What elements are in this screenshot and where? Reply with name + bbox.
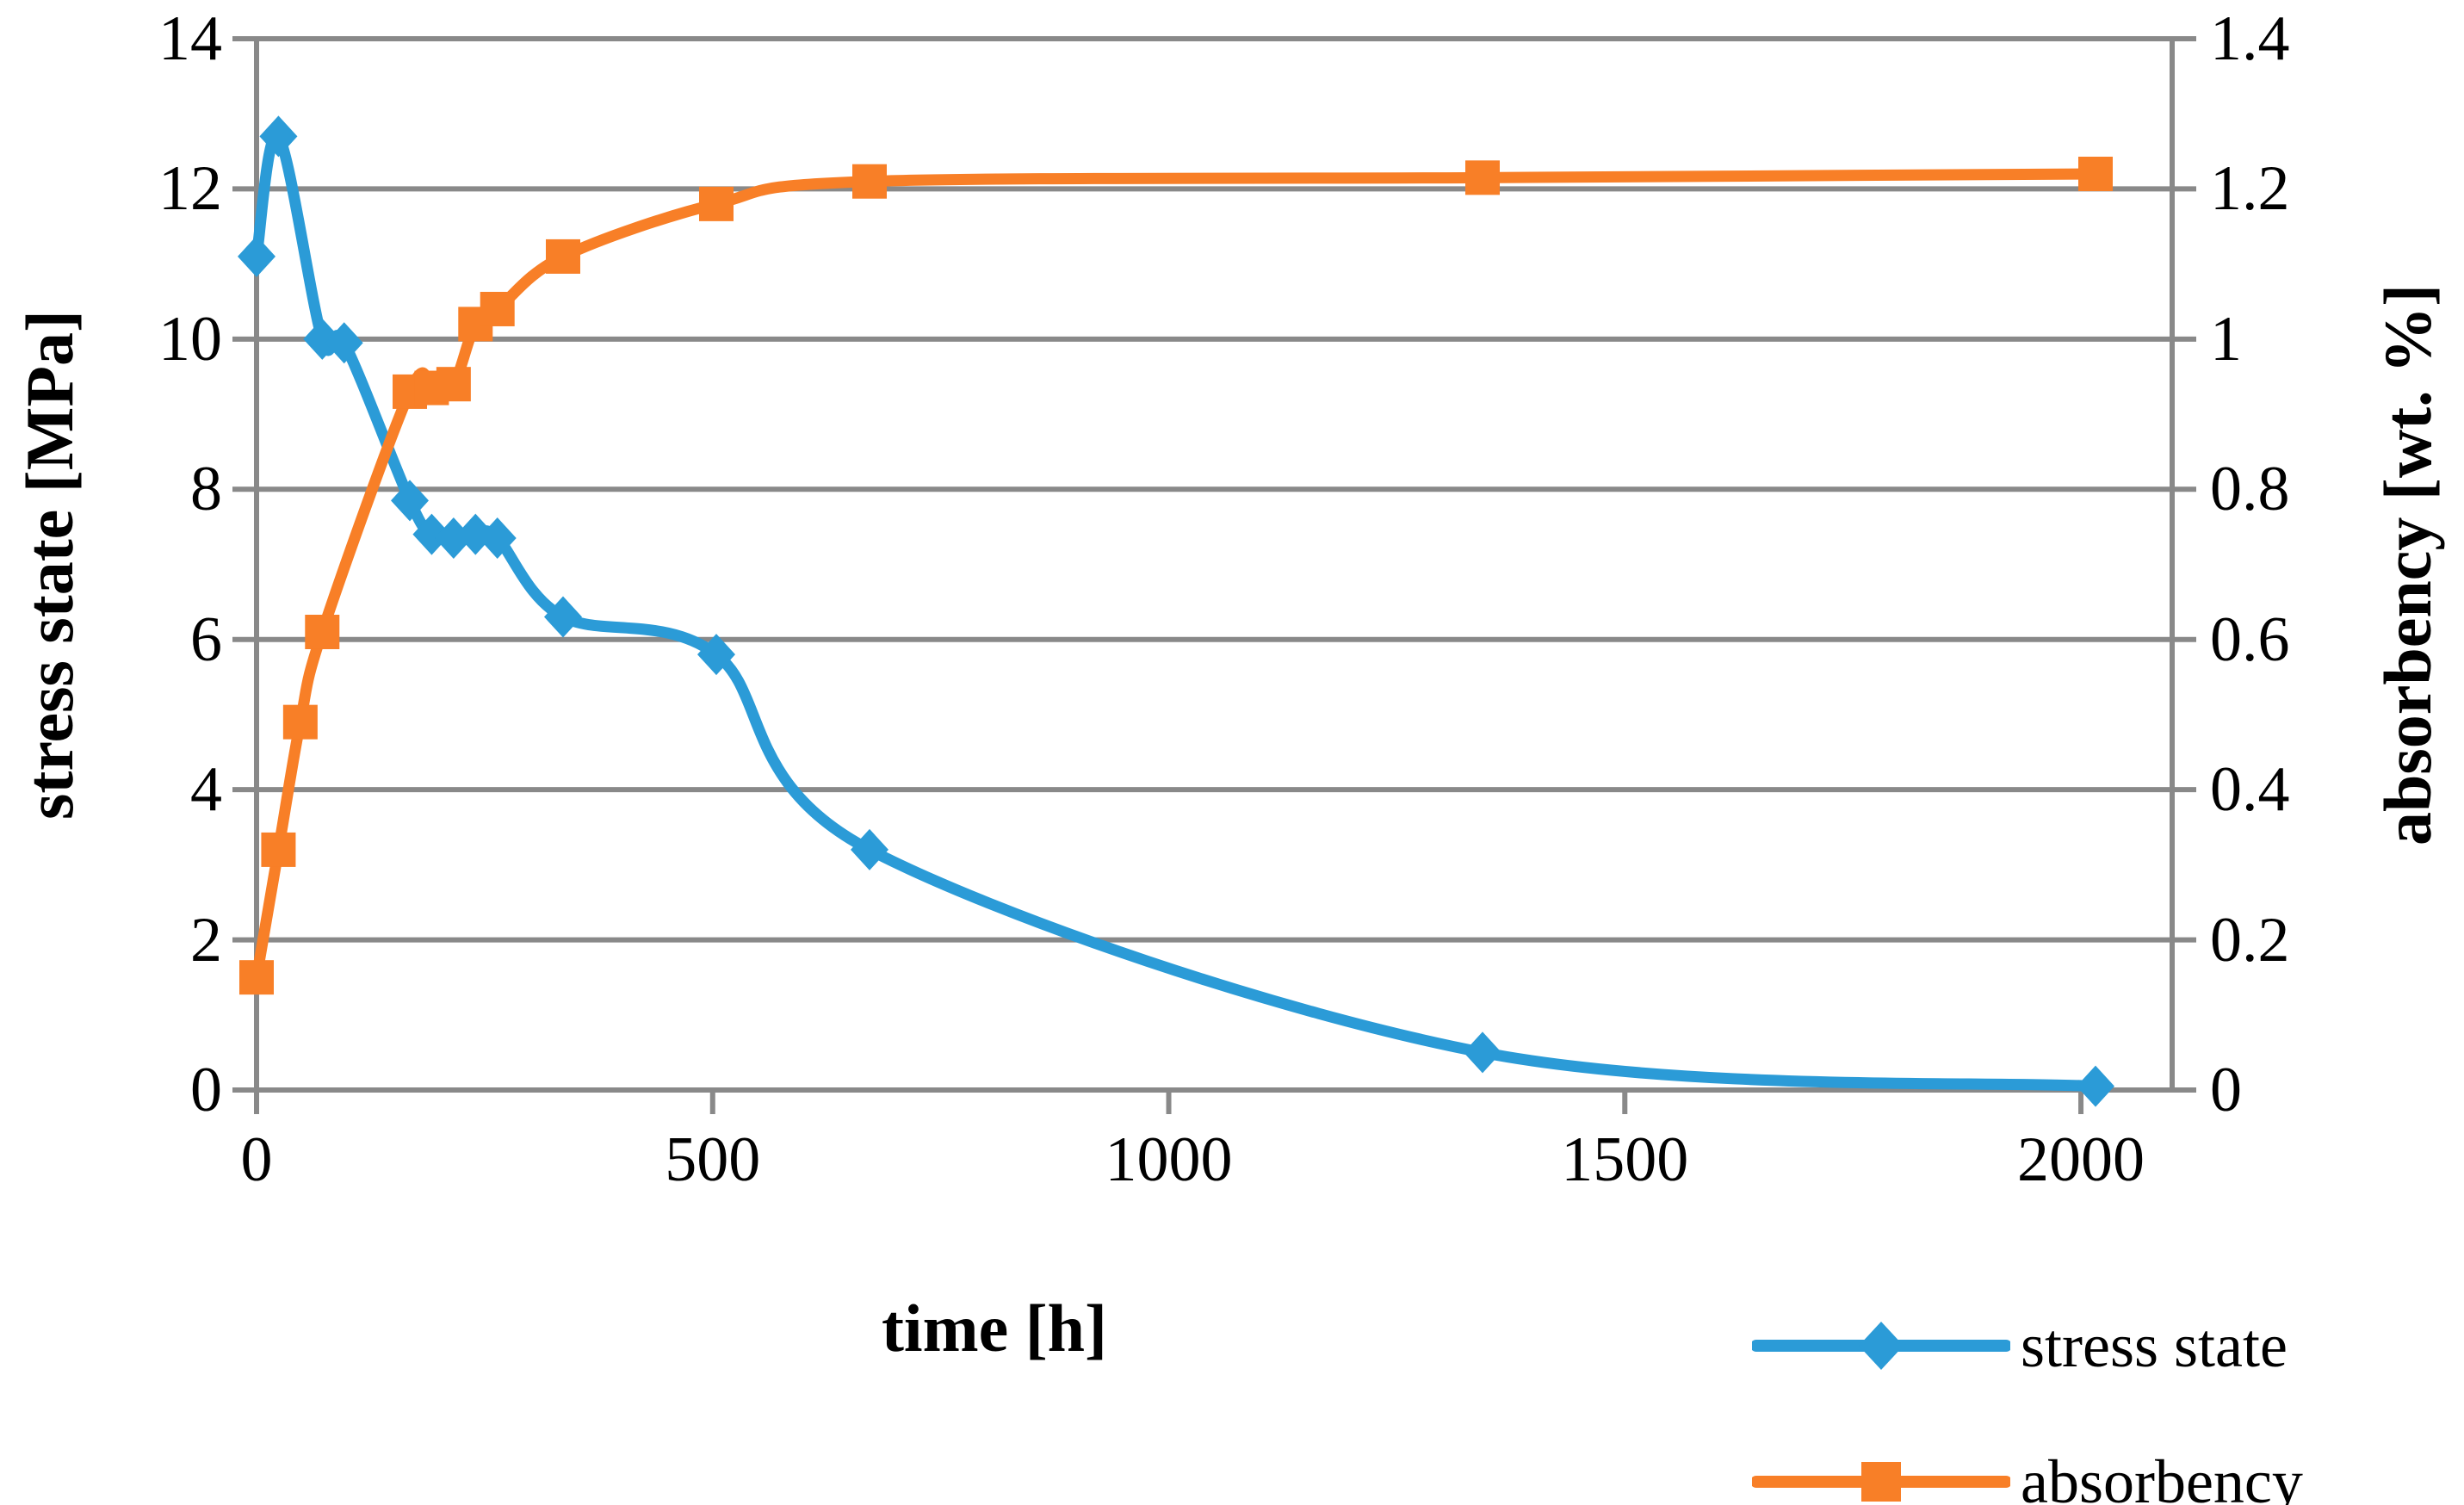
stress-state-line-sample — [1752, 1322, 2010, 1370]
right-tick-label: 0.2 — [2210, 904, 2290, 975]
right-tick-label: 0.4 — [2210, 754, 2290, 826]
right-tick-label: 0 — [2210, 1055, 2242, 1125]
x-tick-label: 2000 — [2017, 1124, 2145, 1195]
legend-label-absorbency: absorbency — [2021, 1446, 2303, 1505]
left-tick-label: 14 — [158, 3, 222, 74]
left-tick-label: 0 — [190, 1055, 222, 1125]
left-tick-label: 2 — [190, 904, 222, 975]
x-tick-label: 0 — [240, 1124, 273, 1195]
x-tick-label: 500 — [665, 1124, 761, 1195]
right-tick-label: 1 — [2210, 303, 2242, 375]
left-tick-label: 6 — [190, 604, 222, 675]
left-tick-label: 12 — [158, 153, 222, 225]
right-tick-label: 0.6 — [2210, 604, 2290, 675]
plot-area — [232, 36, 2196, 1114]
legend-label-stress-state: stress state — [2021, 1310, 2288, 1380]
left-axis-title: stress state [MPa] — [12, 309, 87, 820]
chart-canvas — [232, 36, 2196, 1114]
legend-item-stress-state: stress state — [1752, 1290, 2303, 1402]
right-tick-label: 0.8 — [2210, 454, 2290, 525]
x-axis-title: time [h] — [881, 1291, 1108, 1366]
left-tick-label: 8 — [190, 454, 222, 525]
x-tick-label: 1000 — [1105, 1124, 1233, 1195]
x-tick-label: 1500 — [1561, 1124, 1689, 1195]
right-axis-title: absorbency [wt. %] — [2370, 283, 2445, 845]
legend-item-absorbency: absorbency — [1752, 1426, 2303, 1505]
left-tick-label: 10 — [158, 303, 222, 375]
absorbency-line-sample — [1752, 1462, 2010, 1502]
right-tick-label: 1.2 — [2210, 153, 2290, 225]
left-tick-label: 4 — [190, 754, 222, 826]
right-tick-label: 1.4 — [2210, 3, 2290, 74]
legend: stress state absorbency — [1752, 1290, 2303, 1505]
